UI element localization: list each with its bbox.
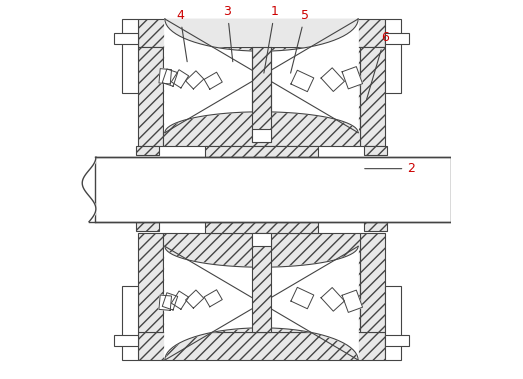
Bar — [122, 19, 138, 93]
Polygon shape — [165, 19, 358, 133]
Polygon shape — [165, 246, 358, 360]
Polygon shape — [204, 290, 222, 307]
Polygon shape — [159, 295, 172, 310]
Bar — [163, 47, 360, 146]
Bar — [385, 286, 401, 360]
Bar — [138, 332, 385, 360]
Bar — [364, 146, 386, 155]
Bar — [204, 146, 319, 157]
Bar — [163, 233, 360, 332]
Bar — [360, 233, 385, 332]
Bar — [138, 47, 163, 146]
Polygon shape — [186, 71, 204, 89]
Polygon shape — [165, 19, 358, 47]
Polygon shape — [186, 290, 204, 308]
Polygon shape — [172, 70, 189, 88]
Bar — [113, 33, 138, 44]
Bar — [252, 47, 271, 142]
Text: 5: 5 — [291, 9, 309, 73]
Bar — [364, 222, 386, 231]
Bar — [385, 33, 410, 44]
Text: 1: 1 — [264, 5, 279, 73]
Polygon shape — [321, 288, 345, 311]
Bar — [252, 233, 271, 246]
Text: 3: 3 — [223, 5, 233, 62]
Bar — [95, 157, 451, 222]
Bar — [360, 47, 385, 146]
Bar — [113, 335, 138, 346]
Text: 6: 6 — [367, 31, 389, 100]
Polygon shape — [342, 290, 362, 312]
Bar — [385, 19, 401, 93]
Polygon shape — [172, 291, 189, 309]
Polygon shape — [321, 68, 345, 91]
Bar — [204, 222, 319, 233]
Polygon shape — [342, 67, 362, 89]
Bar — [138, 233, 163, 332]
Text: 4: 4 — [176, 9, 187, 62]
Polygon shape — [162, 69, 178, 86]
Polygon shape — [204, 72, 222, 89]
Bar — [385, 335, 410, 346]
Text: 2: 2 — [365, 162, 415, 175]
Bar — [122, 286, 138, 360]
Bar — [137, 222, 159, 231]
Bar — [138, 19, 385, 47]
Bar — [137, 146, 159, 155]
Bar — [252, 129, 271, 142]
Bar — [252, 237, 271, 332]
Polygon shape — [291, 287, 314, 309]
Polygon shape — [291, 70, 314, 92]
Polygon shape — [162, 293, 178, 310]
Polygon shape — [159, 69, 172, 84]
